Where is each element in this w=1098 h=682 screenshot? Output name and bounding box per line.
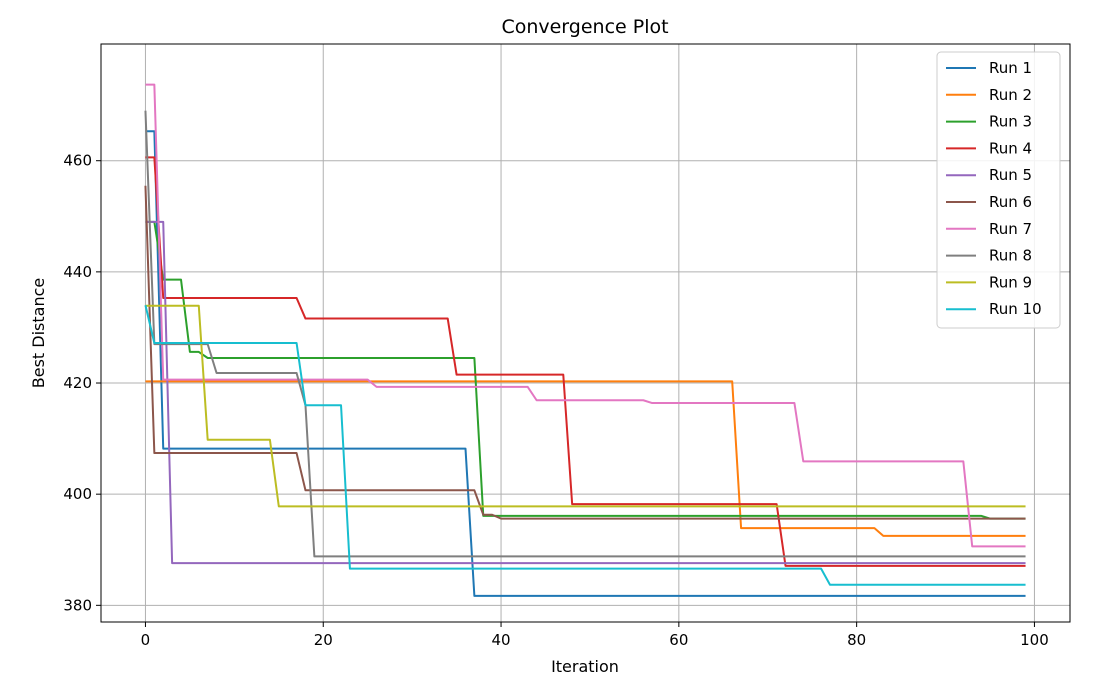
series-line-run-9 (145, 304, 1026, 508)
x-tick-label: 40 (491, 631, 510, 649)
series-line-run-8 (144, 110, 1026, 558)
series-line-run-6 (144, 185, 1026, 520)
y-tick-label: 460 (63, 152, 92, 170)
legend-label-run-7: Run 7 (989, 220, 1032, 238)
legend-label-run-1: Run 1 (989, 59, 1032, 77)
plot-frame (100, 43, 1071, 623)
legend-label-run-6: Run 6 (989, 193, 1032, 211)
legend-label-run-9: Run 9 (989, 273, 1032, 291)
series-line-run-1 (145, 130, 1026, 597)
x-tick-label: 80 (847, 631, 866, 649)
legend-label-run-4: Run 4 (989, 139, 1032, 157)
series-line-run-4 (145, 156, 1026, 567)
y-axis-label: Best Distance (29, 278, 48, 388)
plot-series (144, 83, 1026, 597)
series-line-run-7 (145, 83, 1026, 548)
x-tick-label: 0 (141, 631, 151, 649)
legend-label-run-2: Run 2 (989, 86, 1032, 104)
legend: Run 1 Run 2 Run 3 Run 4 Run 5 Run 6 Run 7 Run 8… (936, 51, 1061, 329)
series-line-run-3 (145, 220, 1026, 520)
legend-label-run-10: Run 10 (989, 300, 1042, 318)
series-line-run-2 (145, 380, 1026, 537)
series-line-run-5 (145, 220, 1026, 565)
x-tick-label: 60 (669, 631, 688, 649)
y-tick-label: 440 (63, 263, 92, 281)
axes: 0 20 40 60 80 100 380 400 420 440 460 (63, 43, 1071, 649)
series-line-run-10 (144, 304, 1026, 586)
legend-label-run-5: Run 5 (989, 166, 1032, 184)
y-tick-label: 380 (63, 596, 92, 614)
x-tick-label: 100 (1020, 631, 1049, 649)
x-tick-label: 20 (314, 631, 333, 649)
legend-label-run-3: Run 3 (989, 113, 1032, 131)
x-axis-label: Iteration (551, 657, 619, 676)
legend-label-run-8: Run 8 (989, 247, 1032, 265)
y-tick-label: 420 (63, 374, 92, 392)
y-tick-label: 400 (63, 485, 92, 503)
chart-title: Convergence Plot (501, 16, 668, 38)
